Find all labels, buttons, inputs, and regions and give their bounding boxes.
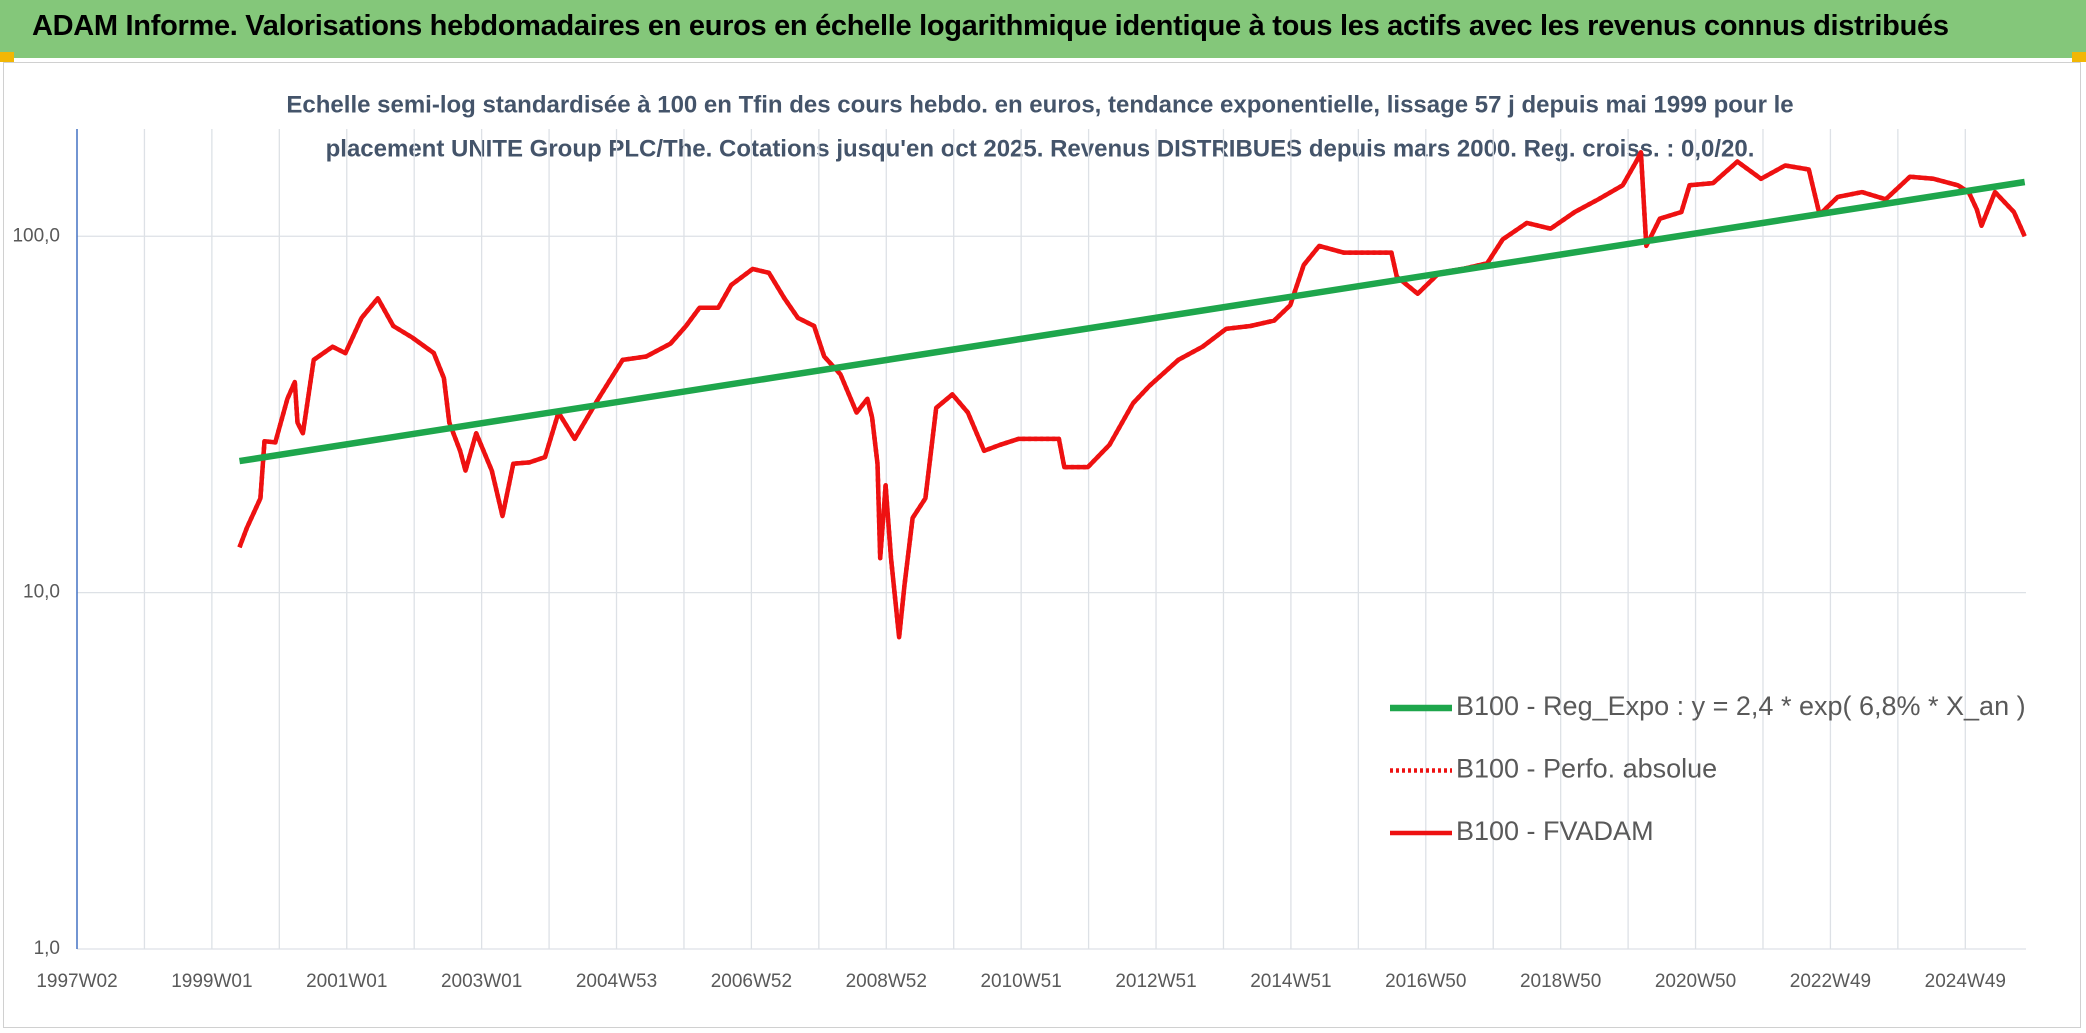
x-tick-label: 1997W02 xyxy=(36,971,117,992)
x-tick-label: 2014W51 xyxy=(1250,971,1331,992)
x-tick-label: 2004W53 xyxy=(576,971,657,992)
chart-subtitle: placement UNITE Group PLC/The. Cotations… xyxy=(326,135,1755,162)
x-tick-label: 2016W50 xyxy=(1385,971,1466,992)
x-tick-label: 2018W50 xyxy=(1520,971,1601,992)
x-tick-label: 1999W01 xyxy=(171,971,252,992)
x-tick-label: 2024W49 xyxy=(1925,971,2006,992)
x-tick-label: 2010W51 xyxy=(980,971,1061,992)
y-tick-label: 100,0 xyxy=(12,225,60,246)
x-tick-label: 2020W50 xyxy=(1655,971,1736,992)
data-line xyxy=(237,150,2027,640)
y-tick-label: 10,0 xyxy=(23,582,60,603)
legend-label: B100 - Perfo. absolue xyxy=(1456,754,1717,784)
data-line xyxy=(238,178,2026,465)
chart-frame xyxy=(3,62,2081,1028)
chart-subtitle: Echelle semi-log standardisée à 100 en T… xyxy=(286,91,1793,118)
chart-title: ADAM Informe. Valorisations hebdomadaire… xyxy=(32,10,1949,42)
legend-label: B100 - Reg_Expo : y = 2,4 * exp( 6,8% * … xyxy=(1456,691,2026,721)
corner-mark xyxy=(2072,52,2086,62)
x-tick-label: 2003W01 xyxy=(441,971,522,992)
x-tick-label: 2012W51 xyxy=(1115,971,1196,992)
x-tick-label: 2008W52 xyxy=(846,971,927,992)
y-tick-label: 1,0 xyxy=(34,938,60,959)
x-tick-label: 2022W49 xyxy=(1790,971,1871,992)
header-bar: ADAM Informe. Valorisations hebdomadaire… xyxy=(0,0,2086,58)
legend-label: B100 - FVADAM xyxy=(1456,816,1654,846)
x-tick-label: 2001W01 xyxy=(306,971,387,992)
x-tick-label: 2006W52 xyxy=(711,971,792,992)
corner-mark xyxy=(0,52,14,62)
